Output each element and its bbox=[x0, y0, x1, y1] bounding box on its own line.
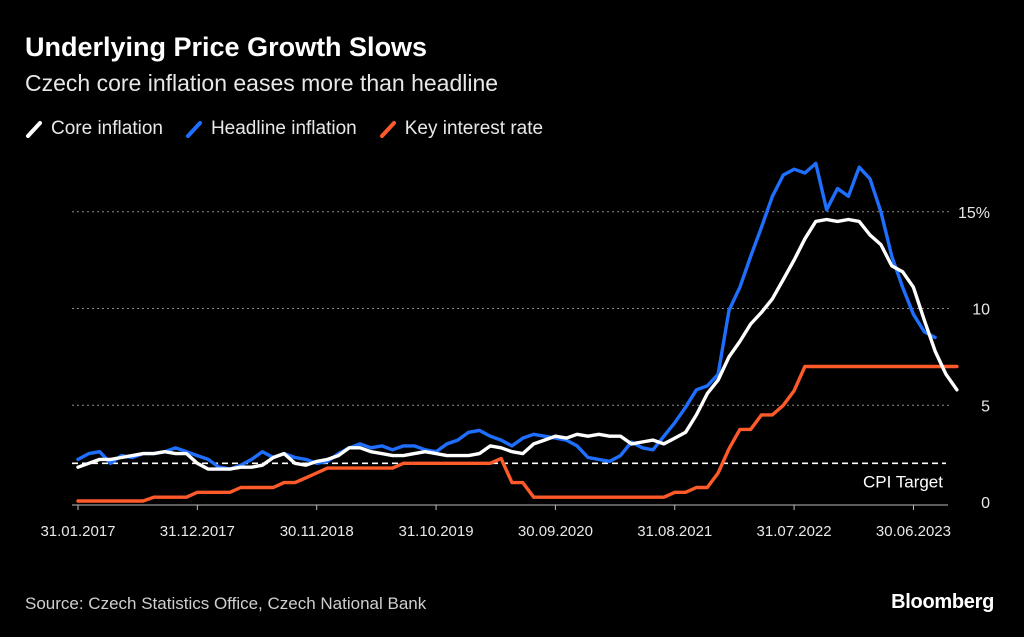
source-note: Source: Czech Statistics Office, Czech N… bbox=[25, 594, 427, 613]
cpi-target-label: CPI Target bbox=[863, 472, 943, 491]
y-tick-label: 0 bbox=[981, 495, 990, 512]
legend-label-rate: Key interest rate bbox=[404, 118, 544, 139]
legend-swatch-headline-icon bbox=[185, 121, 202, 138]
legend-swatch-core-icon bbox=[26, 121, 42, 138]
series-key-interest-rate-line bbox=[76, 364, 959, 503]
series-headline-inflation-line bbox=[76, 161, 937, 471]
legend-label-core: Core inflation bbox=[51, 118, 163, 139]
x-tick-label: 30.11.2018 bbox=[280, 523, 354, 540]
x-tick-label: 30.06.2023 bbox=[876, 523, 951, 540]
chart-title: Underlying Price Growth Slows bbox=[25, 32, 428, 62]
legend-swatch-rate-icon bbox=[379, 121, 396, 138]
legend: Core inflation Headline inflation Key in… bbox=[25, 118, 565, 140]
x-tick-label: 30.09.2020 bbox=[518, 523, 593, 540]
legend-item-headline: Headline inflation bbox=[185, 118, 357, 140]
legend-item-rate: Key interest rate bbox=[379, 118, 543, 140]
x-tick-label: 31.10.2019 bbox=[399, 523, 474, 540]
x-tick-label: 31.12.2017 bbox=[160, 523, 235, 540]
x-tick-label: 31.07.2022 bbox=[757, 523, 832, 540]
legend-item-core: Core inflation bbox=[25, 118, 163, 140]
x-tick-label: 31.08.2021 bbox=[637, 523, 712, 540]
y-tick-label: 5 bbox=[981, 398, 990, 415]
legend-label-headline: Headline inflation bbox=[210, 118, 357, 139]
y-tick-label: 15% bbox=[958, 205, 990, 222]
series-core-inflation-line bbox=[76, 217, 959, 471]
bloomberg-logo: Bloomberg bbox=[891, 591, 994, 613]
chart-subtitle: Czech core inflation eases more than hea… bbox=[25, 70, 499, 96]
x-tick-label: 31.01.2017 bbox=[40, 523, 115, 540]
y-tick-label: 10 bbox=[972, 302, 990, 319]
